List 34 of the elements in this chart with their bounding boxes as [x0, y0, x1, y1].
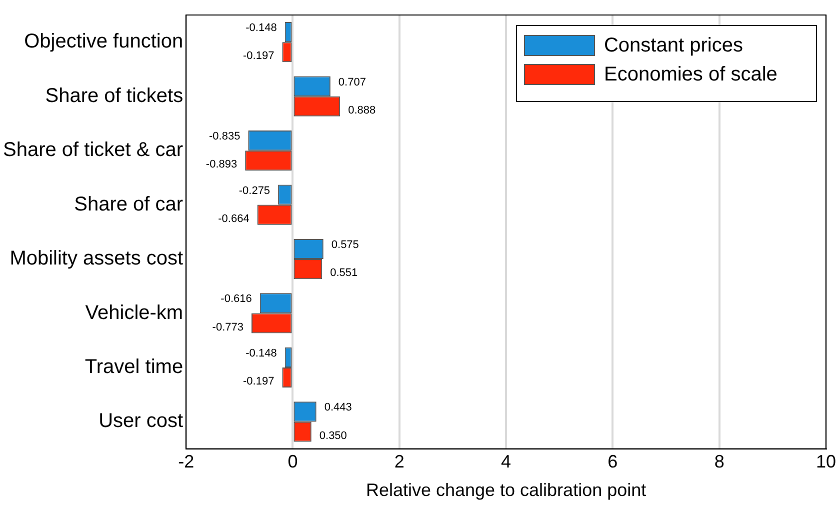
data-label: -0.616 — [220, 293, 252, 306]
y-tick-label: Share of car — [74, 193, 184, 216]
legend-label: Constant prices — [604, 34, 743, 57]
y-tick-label: User cost — [98, 410, 184, 432]
x-tick-label: -2 — [178, 452, 194, 472]
x-tick-label: 4 — [501, 452, 512, 472]
x-tick-label: 6 — [608, 452, 618, 472]
data-label: -0.148 — [246, 347, 277, 360]
y-tick-label: Share of tickets — [45, 84, 184, 107]
data-label: 0.551 — [330, 267, 358, 280]
data-label: 0.443 — [324, 402, 352, 414]
x-axis-title: Relative change to calibration point — [366, 480, 646, 500]
x-tick-label: 8 — [714, 452, 724, 472]
data-label: 0.707 — [338, 76, 366, 88]
y-tick-label: Travel time — [84, 356, 184, 378]
x-tick-label: 10 — [816, 452, 836, 472]
x-tick-label: 0 — [288, 452, 298, 472]
legend-label: Economies of scale — [604, 64, 778, 86]
data-label: -0.275 — [238, 184, 270, 197]
data-label: -0.893 — [206, 158, 238, 171]
y-tick-label: Mobility assets cost — [10, 248, 184, 270]
data-label: 0.888 — [348, 104, 376, 116]
data-label: -0.664 — [218, 212, 250, 225]
y-tick-label: Vehicle-km — [85, 302, 184, 324]
data-label: -0.197 — [243, 50, 274, 62]
data-label: -0.197 — [243, 376, 274, 388]
y-tick-label: Objective function — [24, 30, 184, 53]
x-tick-label: 2 — [394, 452, 404, 472]
data-label: -0.835 — [209, 130, 240, 143]
data-label: -0.148 — [246, 22, 277, 34]
data-label: 0.350 — [319, 430, 347, 442]
data-label: 0.575 — [331, 239, 359, 252]
y-tick-label: Share of ticket & car — [3, 139, 184, 162]
data-label: -0.773 — [212, 321, 244, 334]
